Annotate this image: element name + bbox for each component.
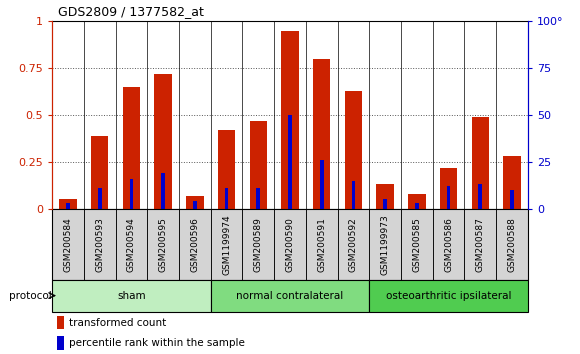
Text: transformed count: transformed count	[69, 318, 166, 327]
Text: sham: sham	[117, 291, 146, 301]
Text: GSM200592: GSM200592	[349, 217, 358, 272]
Bar	[472, 117, 489, 209]
Text: GSM200585: GSM200585	[412, 217, 421, 272]
Text: GSM1199973: GSM1199973	[380, 214, 390, 275]
Bar	[415, 203, 419, 209]
Bar	[440, 167, 457, 209]
Text: GSM200595: GSM200595	[159, 217, 168, 272]
Bar	[249, 121, 267, 209]
Bar	[52, 209, 528, 280]
Bar	[57, 336, 64, 350]
Bar	[281, 30, 299, 209]
Bar	[510, 190, 514, 209]
Bar	[186, 196, 204, 209]
Bar	[91, 136, 108, 209]
Bar	[129, 179, 133, 209]
Bar	[98, 188, 102, 209]
Text: GSM1199974: GSM1199974	[222, 214, 231, 275]
Text: GSM200591: GSM200591	[317, 217, 326, 272]
Bar	[256, 188, 260, 209]
Bar	[193, 201, 197, 209]
Text: GSM200589: GSM200589	[254, 217, 263, 272]
Bar	[288, 115, 292, 209]
Bar	[320, 160, 324, 209]
Bar	[66, 203, 70, 209]
Text: percentile rank within the sample: percentile rank within the sample	[69, 338, 245, 348]
Bar	[447, 186, 451, 209]
Text: GSM200596: GSM200596	[190, 217, 200, 272]
Bar	[218, 130, 235, 209]
Bar	[161, 173, 165, 209]
Bar	[408, 194, 426, 209]
Bar	[345, 91, 362, 209]
Bar	[478, 184, 482, 209]
Text: GSM200586: GSM200586	[444, 217, 453, 272]
Text: GSM200588: GSM200588	[508, 217, 516, 272]
Bar	[369, 280, 528, 312]
Text: GSM200590: GSM200590	[285, 217, 295, 272]
Bar	[52, 280, 211, 312]
Text: protocol: protocol	[9, 291, 52, 301]
Text: GSM200593: GSM200593	[95, 217, 104, 272]
Text: GSM200587: GSM200587	[476, 217, 485, 272]
Bar	[211, 280, 369, 312]
Text: GSM200594: GSM200594	[127, 217, 136, 272]
Bar	[154, 74, 172, 209]
Bar	[224, 188, 229, 209]
Bar	[351, 181, 356, 209]
Text: GDS2809 / 1377582_at: GDS2809 / 1377582_at	[58, 5, 204, 18]
Bar	[313, 59, 331, 209]
Bar	[123, 87, 140, 209]
Bar	[376, 184, 394, 209]
Text: osteoarthritic ipsilateral: osteoarthritic ipsilateral	[386, 291, 512, 301]
Bar	[503, 156, 521, 209]
Text: normal contralateral: normal contralateral	[237, 291, 343, 301]
Bar	[383, 199, 387, 209]
Bar	[57, 316, 64, 329]
Text: GSM200584: GSM200584	[64, 217, 72, 272]
Bar	[59, 199, 77, 209]
